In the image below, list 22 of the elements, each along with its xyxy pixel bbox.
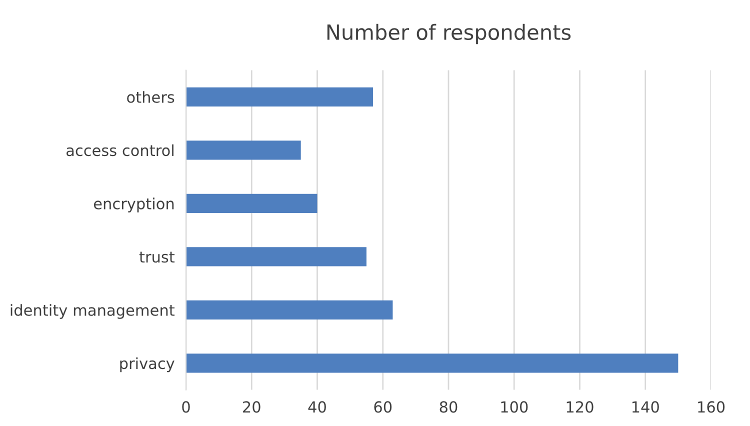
y-tick-label: encryption bbox=[94, 198, 174, 212]
x-tick-label: 40 bbox=[308, 401, 326, 413]
y-tick-label: trust bbox=[139, 252, 175, 263]
chart-title: Number of respondents bbox=[327, 24, 571, 44]
x-tick-label: 60 bbox=[374, 401, 392, 413]
bar bbox=[186, 354, 678, 373]
bar bbox=[186, 300, 393, 320]
x-tick-label: 140 bbox=[632, 401, 659, 413]
y-tick-label: others bbox=[127, 91, 174, 103]
y-tick-label: privacy bbox=[120, 357, 174, 372]
x-tick-label: 120 bbox=[566, 401, 594, 413]
x-tick-label: 80 bbox=[440, 401, 458, 413]
bar bbox=[186, 87, 374, 106]
bar bbox=[186, 194, 318, 213]
x-tick-label: 0 bbox=[182, 401, 190, 413]
bar bbox=[186, 140, 301, 160]
x-tick-label: 100 bbox=[501, 401, 528, 413]
bar bbox=[186, 247, 366, 266]
y-tick-label: identity management bbox=[10, 304, 175, 319]
x-tick-label: 160 bbox=[698, 401, 725, 413]
x-tick-label: 20 bbox=[243, 401, 260, 413]
y-tick-label: access control bbox=[66, 144, 174, 156]
